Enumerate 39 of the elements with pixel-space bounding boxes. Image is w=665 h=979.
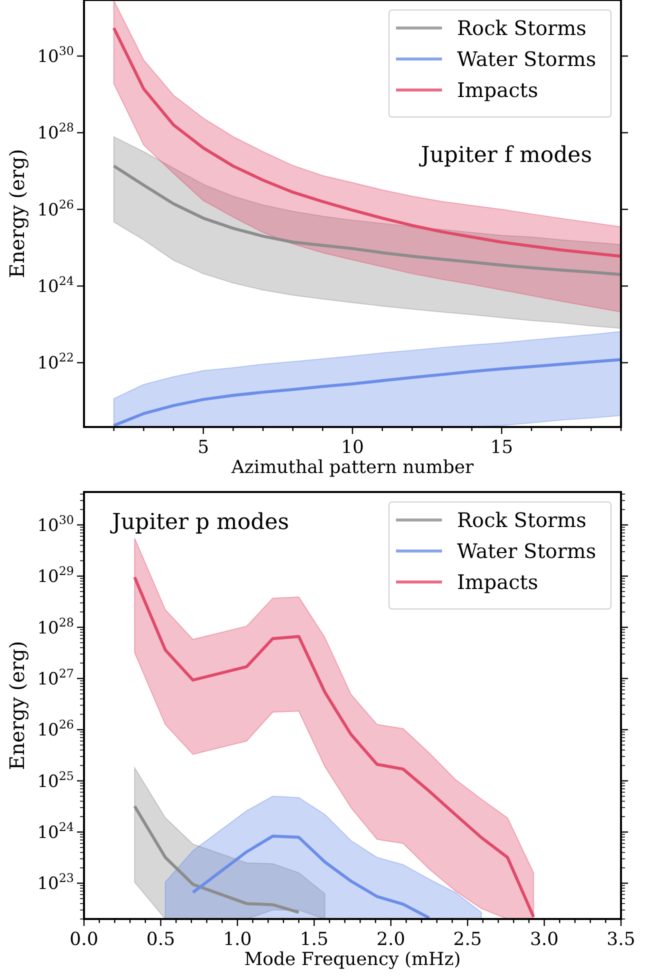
y-tick-label: 10$^{22}$ xyxy=(37,350,74,374)
x-axis-title: Mode Frequency (mHz) xyxy=(244,949,461,970)
line-series xyxy=(112,358,621,427)
x-tick-label: 1.0 xyxy=(223,929,252,950)
x-tick-label: 2.5 xyxy=(453,929,482,950)
y-axis-title: Energy (erg) xyxy=(5,148,29,278)
y-tick-label: 10$^{24}$ xyxy=(37,820,74,844)
annotation: Jupiter f modes xyxy=(418,143,592,168)
y-tick-label: 10$^{25}$ xyxy=(37,768,74,792)
y-tick-label: 10$^{28}$ xyxy=(37,615,74,638)
legend-label: Water Storms xyxy=(457,47,596,71)
annotation: Jupiter p modes xyxy=(110,510,290,535)
y-tick-label: 10$^{26}$ xyxy=(37,718,74,741)
y-tick-label: 10$^{29}$ xyxy=(37,564,74,588)
x-tick-label: 1.5 xyxy=(300,929,328,950)
legend-label: Impacts xyxy=(457,570,538,594)
line-series xyxy=(191,834,431,919)
x-tick-label: 0.0 xyxy=(70,929,98,950)
x-tick-label: 15 xyxy=(490,437,514,458)
x-tick-label: 2.0 xyxy=(376,929,406,950)
legend-label: Water Storms xyxy=(457,539,596,563)
x-tick-label: 3.5 xyxy=(606,929,636,950)
y-tick-label: 10$^{30}$ xyxy=(37,512,74,536)
y-tick-label: 10$^{24}$ xyxy=(37,274,74,298)
legend-label: Rock Storms xyxy=(457,508,586,532)
x-axis-title: Azimuthal pattern number xyxy=(230,457,474,478)
y-tick-label: 10$^{28}$ xyxy=(37,120,74,144)
y-tick-label: 10$^{27}$ xyxy=(37,666,74,690)
x-tick-label: 0.5 xyxy=(146,929,176,950)
y-axis-title: Energy (erg) xyxy=(5,640,29,770)
y-tick-label: 10$^{26}$ xyxy=(37,197,74,220)
x-tick-label: 5 xyxy=(198,437,210,458)
y-tick-label: 10$^{30}$ xyxy=(37,44,74,68)
x-tick-label: 10 xyxy=(341,437,364,458)
line-series xyxy=(133,804,300,914)
x-tick-label: 3.0 xyxy=(530,929,559,950)
y-tick-label: 10$^{23}$ xyxy=(37,871,74,894)
legend-label: Impacts xyxy=(457,78,538,102)
legend-label: Rock Storms xyxy=(457,16,586,40)
